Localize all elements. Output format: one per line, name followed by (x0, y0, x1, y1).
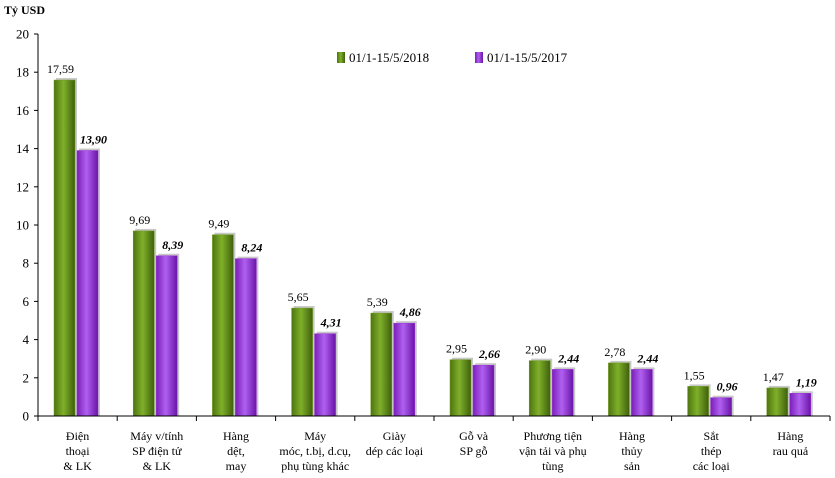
category-label: & LK (63, 459, 92, 473)
category-label: SP điện tử (132, 444, 182, 458)
y-tick-label: 20 (16, 27, 29, 42)
bar-2018 (132, 230, 155, 417)
category-label: Điện (66, 429, 89, 443)
y-tick-label: 4 (23, 332, 30, 347)
category-label: SP gỗ (460, 444, 488, 458)
bar-2018 (449, 359, 472, 417)
legend-label-2017: 01/1-15/5/2017 (487, 50, 568, 65)
category-label: Máy v/tính (130, 429, 183, 443)
bar-2017 (789, 393, 812, 417)
category-label: dép các loại (366, 444, 424, 458)
data-label-2017: 0,96 (717, 380, 738, 394)
bar-2018 (212, 234, 234, 417)
data-label-2018: 17,59 (47, 62, 74, 76)
bars: 17,59 13,90 9,69 8,39 9,49 8,24 5,65 4,31 5,39 4,… (47, 62, 817, 417)
category-label: phụ tùng khác (281, 459, 349, 473)
category-label: may (226, 459, 247, 473)
data-label-2017: 13,90 (80, 133, 107, 147)
legend-label-2018: 01/1-15/5/2018 (349, 50, 429, 65)
category-label: thép (701, 444, 722, 458)
bar-2017 (155, 255, 178, 417)
bar-2017 (551, 369, 574, 417)
data-label-2018: 2,95 (446, 342, 467, 356)
bar-2018 (528, 360, 551, 417)
bar-2017 (393, 322, 416, 417)
data-label-2018: 1,47 (763, 370, 784, 384)
bar-2017 (631, 369, 653, 417)
data-label-2017: 8,24 (241, 241, 262, 255)
data-label-2018: 9,49 (208, 217, 229, 231)
category-label: thủy (621, 444, 642, 458)
bar-2017 (472, 364, 495, 417)
y-tick-label: 2 (23, 370, 30, 385)
data-label-2018: 2,90 (525, 343, 546, 357)
legend-swatch-2017 (475, 52, 483, 63)
data-label-2017: 2,66 (478, 347, 500, 361)
category-label: Hàng (777, 429, 803, 443)
category-label: móc, t.bị, d.cụ, (279, 444, 351, 458)
bar-2018 (291, 307, 313, 417)
bar-2018 (766, 387, 789, 417)
bar-2017 (235, 258, 257, 417)
y-tick-label: 14 (16, 141, 30, 156)
data-label-2017: 8,39 (162, 238, 183, 252)
category-label: thoại (66, 444, 91, 458)
y-tick-label: 10 (16, 218, 29, 233)
y-tick-label: 6 (23, 294, 30, 309)
y-tick-label: 0 (23, 409, 30, 424)
data-label-2018: 2,78 (604, 345, 625, 359)
y-tick-label: 16 (16, 103, 30, 118)
category-label: các loại (693, 459, 731, 473)
y-axis-title: Tỷ USD (4, 3, 45, 17)
bar-2018 (608, 362, 630, 417)
category-label: Gỗ và (459, 429, 489, 443)
bar-2017 (314, 333, 336, 417)
bar-2018 (687, 386, 709, 417)
category-label: Hàng (223, 429, 249, 443)
data-label-2017: 1,19 (796, 375, 817, 389)
data-label-2017: 2,44 (557, 351, 579, 365)
data-label-2018: 5,39 (367, 295, 388, 309)
category-label: tùng (542, 459, 563, 473)
data-label-2018: 1,55 (684, 368, 705, 382)
category-label: Giày (383, 429, 406, 443)
bar-2018 (370, 312, 393, 417)
category-label: Hàng (619, 429, 645, 443)
category-label: Máy (304, 429, 326, 443)
category-label: dệt, (227, 444, 245, 458)
bar-2017 (710, 397, 732, 417)
data-label-2018: 9,69 (129, 213, 150, 227)
category-label: Phương tiện (524, 429, 583, 443)
category-label: & LK (143, 459, 172, 473)
y-tick-label: 12 (16, 179, 29, 194)
y-tick-label: 18 (16, 65, 29, 80)
data-label-2017: 4,31 (320, 316, 342, 330)
data-label-2017: 2,44 (636, 351, 658, 365)
bar-2017 (76, 150, 99, 417)
data-label-2017: 4,86 (399, 305, 421, 319)
legend-swatch-2018 (337, 52, 345, 63)
category-label: Sắt (704, 429, 720, 443)
bar-2018 (53, 79, 76, 417)
y-tick-label: 8 (23, 256, 30, 271)
category-label: vận tải và phụ (519, 444, 587, 458)
category-label: rau quả (773, 444, 809, 458)
legend: 01/1-15/5/2018 01/1-15/5/2017 (337, 50, 568, 65)
y-axis: 0 2 4 6 8 10 12 14 16 18 20 (16, 27, 39, 424)
data-label-2018: 5,65 (288, 290, 309, 304)
category-label: sản (624, 459, 640, 473)
